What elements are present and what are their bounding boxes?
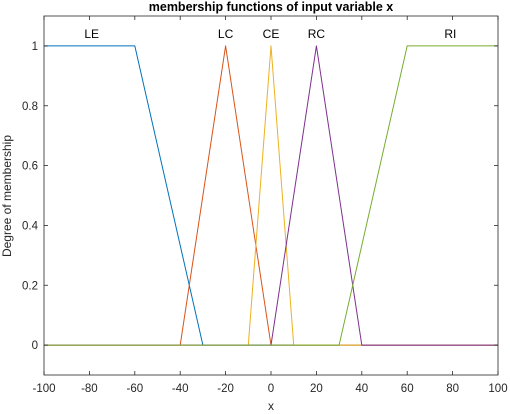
x-tick-label: 60 [401,383,414,395]
x-tick-label: -20 [217,383,234,395]
x-tick-label: -60 [126,383,143,395]
plot-area [44,16,498,375]
mf-labels: LE LC CE RC RI [84,27,456,41]
tick-labels: -100 -80 -60 -40 -20 0 20 40 60 80 100 0 0.2 0.4 0.6 0.… [22,41,508,395]
y-tick-label: 0.4 [22,220,39,232]
mf-label-le: LE [84,27,99,41]
x-tick-label: 80 [446,383,459,395]
x-tick-label: -40 [172,383,189,395]
mf-label-ce: CE [263,27,280,41]
y-tick-label: 0.2 [22,280,38,292]
chart-title: membership functions of input variable x [149,0,394,14]
y-tick-label: 0.8 [22,101,38,113]
x-tick-label: -100 [32,383,55,395]
axes-layer [43,15,499,376]
y-tick-label: 1 [32,41,38,53]
plot-background [44,16,498,375]
mf-label-lc: LC [218,27,234,41]
y-tick-label: 0 [32,340,38,352]
y-tick-label: 0.6 [22,161,38,173]
y-axis-label: Degree of membership [0,135,14,257]
x-tick-label: 20 [310,383,323,395]
x-tick-label: 100 [488,383,507,395]
series-layer [44,45,498,346]
mf-label-ri: RI [444,27,456,41]
x-tick-label: 40 [355,383,368,395]
mf-label-rc: RC [308,27,326,41]
x-tick-label: 0 [268,383,274,395]
x-axis-label: x [268,399,274,413]
series-line-ri [44,45,498,346]
x-tick-label: -80 [81,383,98,395]
